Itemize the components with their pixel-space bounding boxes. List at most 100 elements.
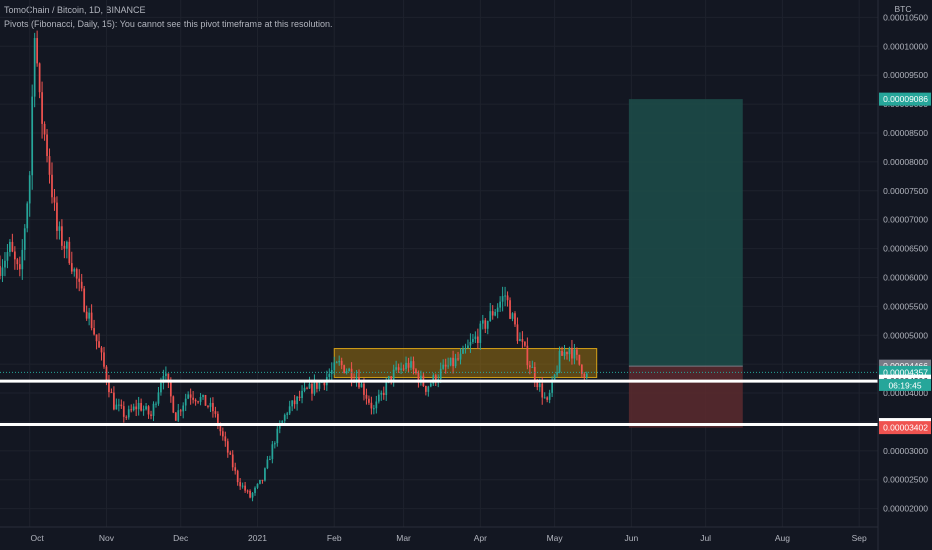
candle-body	[429, 383, 432, 387]
candle-body	[350, 368, 353, 380]
candle	[130, 404, 133, 413]
candle	[585, 371, 588, 380]
candle	[392, 364, 395, 387]
candle-body	[70, 263, 73, 272]
candle-body	[249, 490, 251, 498]
candle-body	[311, 383, 313, 394]
candle	[415, 368, 417, 375]
time-tick-label: Mar	[396, 533, 411, 543]
candle	[38, 62, 41, 99]
candle-body	[214, 411, 217, 414]
candle	[566, 351, 568, 360]
candle	[43, 121, 46, 141]
price-tick-label: 0.00004000	[883, 388, 928, 398]
candle	[301, 385, 303, 404]
candle	[63, 241, 66, 259]
candle	[375, 395, 378, 414]
candle	[400, 362, 402, 375]
candle-body	[318, 382, 321, 389]
candle-body	[231, 454, 234, 468]
candle-body	[150, 414, 152, 416]
candle-body	[578, 354, 581, 365]
candle-body	[452, 357, 454, 367]
candle-body	[241, 485, 244, 487]
candle-body	[521, 339, 524, 342]
candle	[348, 367, 350, 372]
candle	[125, 415, 128, 421]
candle-body	[551, 379, 553, 393]
candle-body	[127, 409, 130, 418]
price-tick-label: 0.00008000	[883, 157, 928, 167]
candle	[155, 401, 157, 408]
candle-body	[197, 401, 199, 403]
candle-body	[531, 366, 534, 368]
candle	[370, 396, 373, 415]
candle-body	[400, 368, 402, 370]
candle	[13, 246, 16, 270]
candle	[120, 399, 123, 409]
candle-body	[563, 351, 566, 356]
candle	[53, 188, 56, 211]
candle	[194, 398, 197, 406]
candle-body	[100, 347, 103, 353]
candle-body	[328, 373, 331, 377]
candle	[33, 32, 36, 108]
candle-body	[103, 352, 105, 367]
candle	[333, 356, 336, 375]
candle	[246, 489, 249, 494]
candle	[472, 333, 474, 344]
candle-body	[486, 321, 489, 329]
candle	[563, 344, 566, 360]
candle	[187, 391, 190, 400]
candle-body	[93, 328, 95, 335]
candle-body	[439, 368, 442, 380]
pivots-notice: Pivots (Fibonacci, Daily, 15): You canno…	[4, 19, 333, 29]
candle	[269, 455, 271, 461]
candle	[578, 354, 581, 366]
candle-body	[110, 392, 113, 394]
candle-body	[528, 365, 531, 368]
price-tag-bg	[879, 92, 931, 106]
candle-body	[229, 452, 232, 455]
candle	[132, 403, 135, 412]
candle-body	[152, 403, 155, 416]
candle-body	[48, 156, 51, 175]
candle	[514, 311, 516, 327]
candle	[494, 309, 497, 317]
candle-body	[427, 386, 430, 392]
candle-body	[543, 397, 546, 399]
candle	[298, 390, 301, 402]
candle	[16, 257, 19, 270]
candle	[546, 396, 549, 403]
candle-body	[306, 387, 308, 389]
candle	[251, 492, 254, 502]
candle-body	[199, 396, 202, 402]
candle-body	[194, 399, 197, 402]
time-tick-label: Oct	[31, 533, 45, 543]
candle	[254, 486, 256, 496]
candle-body	[0, 265, 1, 276]
candle-body	[397, 367, 400, 370]
candle	[459, 348, 462, 365]
candle	[271, 440, 274, 464]
candle-body	[33, 38, 36, 97]
candle	[261, 479, 264, 484]
candle	[172, 395, 175, 414]
candle	[313, 374, 316, 396]
candle	[85, 305, 88, 321]
candle-body	[167, 373, 170, 383]
candle-body	[16, 259, 19, 265]
candle-body	[504, 295, 506, 297]
candle	[397, 363, 400, 373]
candle	[410, 356, 412, 371]
candle	[226, 438, 229, 458]
candle	[427, 385, 430, 397]
time-tick-label: 2021	[248, 533, 267, 543]
countdown-label: 06:19:45	[888, 380, 921, 390]
candle-body	[187, 394, 190, 399]
candle-body	[172, 396, 175, 413]
candle	[509, 297, 511, 320]
position-target-area	[628, 99, 743, 367]
candle-body	[410, 361, 412, 368]
